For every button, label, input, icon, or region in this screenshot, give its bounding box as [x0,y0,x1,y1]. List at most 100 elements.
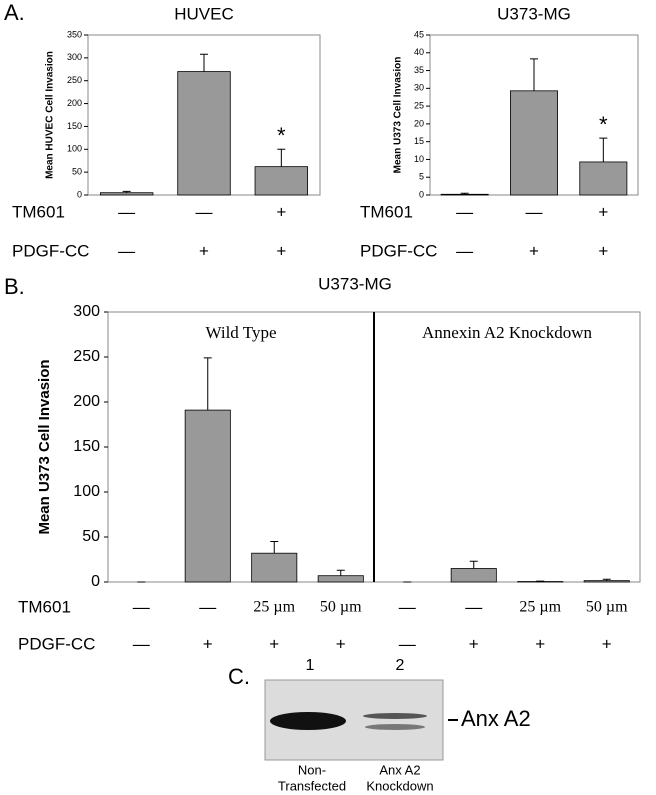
y-tick-label: 35 [414,65,424,75]
error-bar [602,578,611,581]
lane-label: Transfected [278,778,346,793]
condition-value: — [199,597,216,616]
condition-value: — [133,634,150,653]
y-tick-label: 25 [414,100,424,110]
bar [254,166,309,196]
y-tick-label: 15 [414,136,424,146]
condition-value: — [399,597,416,616]
y-axis-label: Mean U373 Cell Invasion [393,57,404,174]
lane-label: Anx A2 [379,762,420,777]
bar [99,192,154,196]
error-bar [460,192,469,195]
panel-label: B. [4,274,25,299]
y-tick-label: 40 [414,47,424,57]
y-tick-label: 350 [67,29,82,39]
condition-value: + [276,241,286,260]
condition-value: + [336,634,346,653]
y-axis-label: Mean HUVEC Cell Invasion [45,51,56,179]
error-bar [469,560,478,569]
bar [317,575,364,583]
condition-value: 25 µm [519,599,561,616]
chart: U373-MG Mean U373 Cell Invasion 0 50 100 150 2… [18,274,641,653]
bar [177,71,231,196]
condition-value: + [199,241,209,260]
lane-number: 1 [306,657,315,674]
condition-value: — [133,597,150,616]
blot-band [365,724,425,730]
error-bar [270,541,279,554]
condition-name: TM601 [18,597,71,616]
y-tick-label: 30 [414,83,424,93]
condition-value: — [456,241,473,260]
bar [440,193,489,196]
condition-value: 25 µm [253,599,295,616]
lane-number: 2 [396,657,405,674]
condition-value: — [465,597,482,616]
y-tick-label: 300 [67,52,82,62]
western-blot: 1 2 Anx A2 Non- Transfected Anx A2 Knock… [264,657,531,793]
lane-label: Non- [298,762,326,777]
chart-title: HUVEC [174,4,234,23]
condition-value: + [269,634,279,653]
y-tick-label: 300 [73,303,100,320]
y-tick-label: 150 [67,121,82,131]
condition-value: + [602,634,612,653]
y-tick-label: 50 [72,167,82,177]
panel-label: A. [4,0,25,25]
condition-value: + [598,202,608,221]
bar [583,580,630,583]
panel-label: Wild Type [206,323,277,342]
condition-value: + [203,634,213,653]
panel-label: Annexin A2 Knockdown [422,323,592,342]
condition-value: + [469,634,479,653]
condition-name: PDGF-CC [18,634,95,653]
chart: U373-MG Mean U373 Cell Invasion 0 5 10 15 20 25… [360,4,639,260]
blot-band [363,713,427,719]
condition-value: — [118,202,135,221]
chart-title: U373-MG [497,4,571,23]
error-bar [200,53,208,72]
y-tick-label: 150 [73,438,100,455]
condition-value: + [529,241,539,260]
y-tick-label: 5 [419,172,424,182]
y-tick-label: 250 [67,75,82,85]
lane-label: Knockdown [366,778,433,793]
condition-value: + [598,241,608,260]
condition-value: 50 µm [586,599,628,616]
condition-value: — [196,202,213,221]
y-tick-label: 0 [77,189,82,199]
y-tick-label: 100 [67,144,82,154]
bar [510,90,558,196]
condition-name: PDGF-CC [360,241,437,260]
bar [579,161,628,196]
bar [251,552,298,583]
condition-name: TM601 [12,202,65,221]
error-bar [336,569,345,576]
blot-band [270,712,346,730]
error-bar [277,148,286,167]
chart-title: U373-MG [318,274,392,293]
condition-value: — [526,202,543,221]
y-tick-label: 10 [414,154,424,164]
y-axis-label: Mean U373 Cell Invasion [36,359,53,534]
y-tick-label: 200 [73,393,100,410]
panel-label: C. [228,664,250,689]
band-label: Anx A2 [461,706,531,731]
condition-value: — [399,634,416,653]
condition-value: 50 µm [320,599,362,616]
error-bar [530,58,538,91]
condition-value: + [276,202,286,221]
y-tick-label: 50 [82,528,100,545]
condition-value: — [118,241,135,260]
y-tick-label: 200 [67,98,82,108]
condition-name: PDGF-CC [12,241,89,260]
bar [184,409,231,583]
y-tick-label: 250 [73,348,100,365]
error-bar [203,357,212,411]
significance-marker: * [277,123,286,148]
y-tick-label: 0 [419,189,424,199]
y-tick-label: 0 [91,573,100,590]
condition-name: TM601 [360,202,413,221]
y-tick-label: 20 [414,118,424,128]
